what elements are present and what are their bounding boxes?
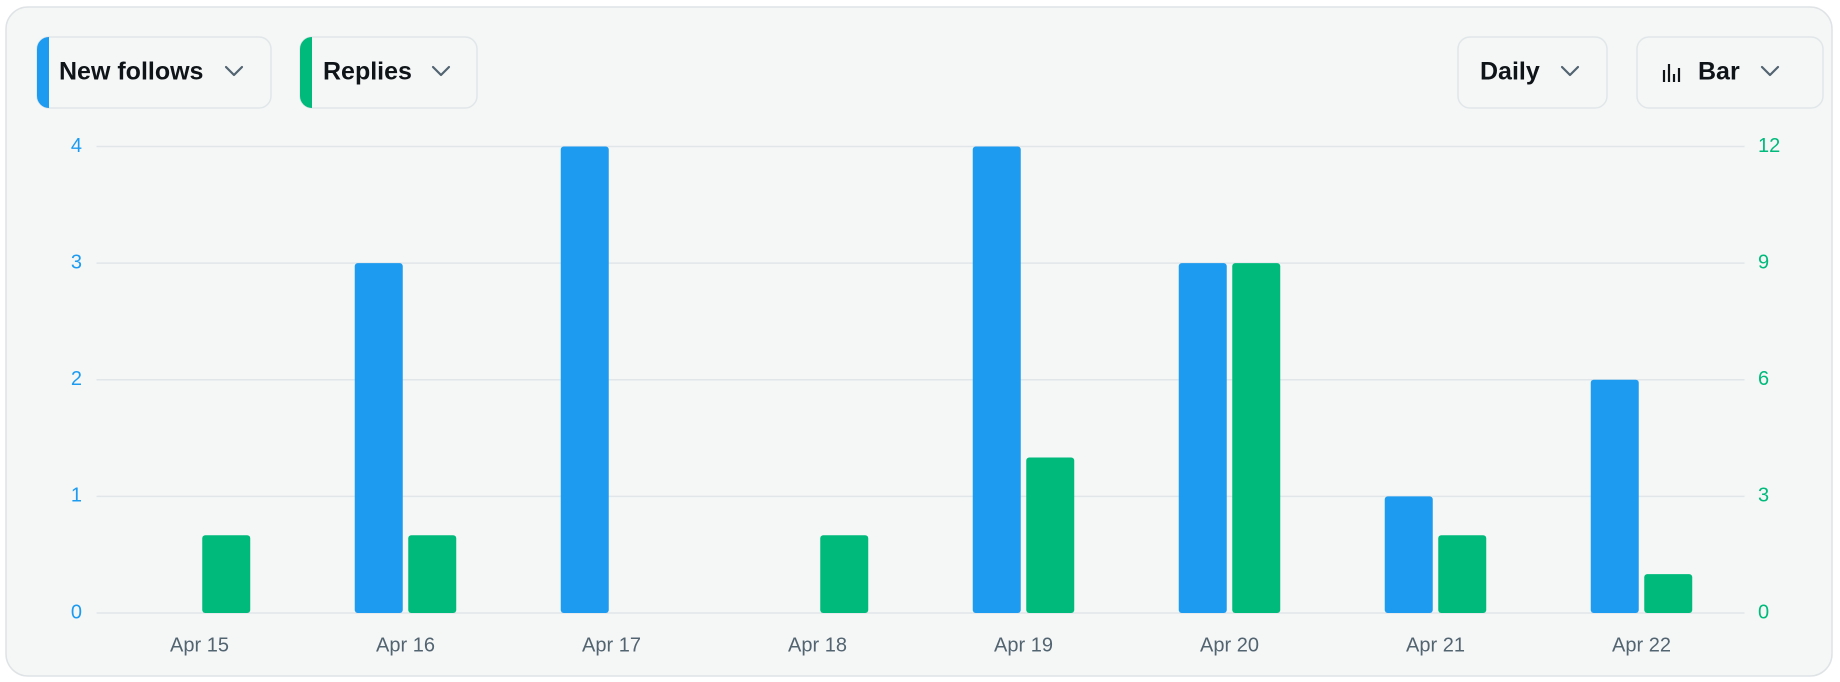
y-tick-label: 2 [71,368,82,390]
chevron [1560,65,1580,77]
x-tick-label: Apr 16 [376,634,435,656]
chevron [224,65,244,77]
x-tick-label: Apr 21 [1406,634,1465,656]
y-tick-label: 3 [71,251,82,273]
x-tick-label: Apr 19 [994,634,1053,656]
legend-swatch [300,37,312,108]
y2-tick-label: 3 [1758,485,1769,507]
bar [202,535,251,613]
chevron [1760,65,1780,77]
bar [560,146,609,613]
y-tick-label: 1 [71,485,82,507]
y-tick-label: 0 [71,601,82,623]
bar [354,263,403,613]
series-button[interactable]: New follows [36,36,272,109]
x-tick-label: Apr 17 [582,634,641,656]
x-tick-label: Apr 22 [1612,634,1671,656]
bar [1178,263,1227,613]
style-label: Bar [1698,58,1740,86]
x-tick-label: Apr 20 [1200,634,1259,656]
legend-label: New follows [59,58,203,86]
button-bg [1457,36,1608,109]
y2-tick-label: 12 [1758,135,1780,157]
bar [1232,263,1281,613]
y2-tick-label: 9 [1758,251,1769,273]
x-tick-label: Apr 18 [788,634,847,656]
legend-swatch [37,37,49,108]
bar [972,146,1021,613]
y2-tick-label: 0 [1758,601,1769,623]
card [5,6,1833,677]
button-bg [1636,36,1824,109]
bar [1644,574,1693,613]
bar [1026,457,1075,613]
interval-button[interactable]: Daily [1457,36,1608,109]
bar [820,535,869,613]
legend-label: Replies [323,58,412,86]
bar [1590,379,1639,613]
bar [1438,535,1487,613]
series-button[interactable]: Replies [299,36,478,109]
bar [408,535,457,613]
chevron [431,65,451,77]
bar-icon [1662,64,1681,82]
y-tick-label: 4 [71,135,82,157]
bar [1384,496,1433,613]
x-tick-label: Apr 15 [170,634,229,656]
style-button[interactable]: Bar [1636,36,1824,109]
y2-tick-label: 6 [1758,368,1769,390]
interval-label: Daily [1480,58,1540,86]
